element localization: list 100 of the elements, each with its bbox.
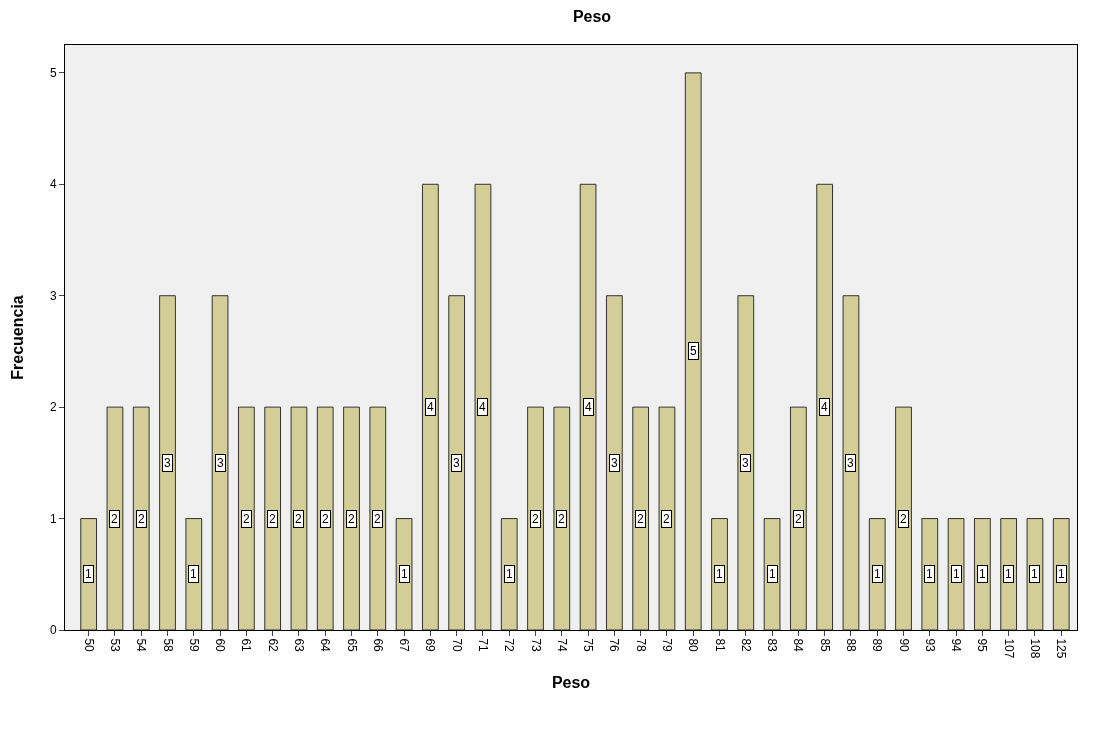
- bar: [343, 406, 360, 630]
- x-tick-label: 69: [423, 638, 438, 653]
- y-tick-label: 5: [49, 66, 57, 81]
- data-label: 2: [558, 512, 565, 526]
- data-label: 2: [295, 512, 302, 526]
- bar: [737, 295, 755, 630]
- x-tick-label: 62: [265, 638, 280, 653]
- bar: [921, 518, 939, 630]
- bar: [684, 72, 702, 630]
- bar: [474, 183, 492, 630]
- bar: [789, 406, 807, 630]
- y-tick-label: 3: [49, 288, 57, 303]
- x-tick-label: 61: [239, 638, 254, 653]
- x-tick-label: 72: [502, 638, 517, 653]
- x-tick-label: 64: [318, 638, 333, 653]
- x-tick-label: 66: [370, 638, 385, 653]
- data-label: 2: [322, 512, 329, 526]
- bar: [605, 295, 623, 630]
- data-label: 1: [1031, 567, 1038, 581]
- bar: [264, 406, 282, 630]
- data-label: 5: [690, 344, 697, 358]
- x-tick-label: 73: [528, 638, 543, 653]
- data-label: 4: [479, 400, 486, 414]
- x-tick-label: 84: [791, 638, 806, 653]
- x-tick-label: 94: [949, 638, 964, 653]
- data-label: 1: [926, 567, 933, 581]
- y-axis-title: Frecuencia: [9, 295, 26, 380]
- x-axis-title: Peso: [551, 674, 591, 691]
- data-label: 2: [532, 512, 539, 526]
- data-label: 2: [269, 512, 276, 526]
- x-tick-label: 79: [660, 638, 675, 653]
- data-label: 2: [374, 512, 381, 526]
- chart-title: Peso: [572, 8, 612, 26]
- x-tick-label: 90: [896, 638, 911, 653]
- data-label: 1: [85, 567, 92, 581]
- x-tick-label: 53: [108, 638, 123, 653]
- data-label: 2: [138, 512, 145, 526]
- bar: [711, 518, 728, 630]
- x-tick-label: 63: [292, 638, 307, 653]
- data-label: 3: [453, 456, 460, 470]
- x-tick-label: 58: [160, 638, 175, 653]
- x-tick-label: 107: [1001, 638, 1016, 659]
- data-label: 2: [900, 512, 907, 526]
- bar: [106, 406, 124, 630]
- bar: [895, 406, 912, 630]
- y-tick-label: 2: [49, 400, 57, 415]
- data-label: 1: [506, 567, 513, 581]
- data-label: 4: [821, 400, 828, 414]
- x-tick-label: 125: [1054, 638, 1069, 659]
- data-label: 4: [427, 400, 434, 414]
- bar: [973, 518, 991, 630]
- x-tick-label: 50: [81, 638, 96, 653]
- data-label: 3: [847, 456, 854, 470]
- bar: [159, 295, 176, 630]
- bar: [211, 295, 229, 630]
- bar: [500, 518, 518, 630]
- data-label: 3: [164, 456, 171, 470]
- bar: [80, 518, 98, 630]
- bar: [237, 406, 255, 630]
- x-tick-label: 95: [975, 638, 990, 653]
- bar: [448, 295, 466, 630]
- bar: [316, 406, 334, 630]
- data-label: 1: [953, 567, 960, 581]
- y-tick-label: 4: [49, 177, 57, 192]
- x-tick-label: 54: [134, 638, 149, 653]
- bar: [1000, 518, 1018, 630]
- data-label: 1: [1005, 567, 1012, 581]
- data-label: 1: [979, 567, 986, 581]
- data-label: 1: [401, 567, 408, 581]
- x-tick-label: 76: [607, 638, 622, 653]
- data-label: 3: [217, 456, 224, 470]
- x-tick-label: 75: [581, 638, 596, 653]
- data-label: 1: [769, 567, 776, 581]
- bar: [763, 518, 781, 630]
- bar: [369, 406, 387, 630]
- x-tick-label: 74: [554, 638, 569, 653]
- bar: [553, 406, 571, 630]
- bar: [842, 295, 860, 630]
- x-tick-label: 67: [397, 638, 412, 653]
- bar: [395, 518, 413, 630]
- data-label: 2: [637, 512, 644, 526]
- x-tick-label: 89: [870, 638, 885, 653]
- bar: [421, 183, 439, 630]
- x-tick-label: 85: [817, 638, 832, 653]
- data-label: 4: [585, 400, 592, 414]
- x-tick-label: 81: [712, 638, 727, 653]
- data-label: 1: [1058, 567, 1065, 581]
- data-label: 3: [611, 456, 618, 470]
- x-tick-label: 88: [844, 638, 859, 653]
- bar: [579, 183, 597, 630]
- bar: [1052, 518, 1070, 630]
- x-tick-label: 71: [476, 638, 491, 653]
- bar: [658, 406, 676, 630]
- x-tick-label: 70: [449, 638, 464, 653]
- x-tick-label: 108: [1028, 638, 1043, 659]
- bar: [132, 406, 150, 630]
- bar: [185, 518, 203, 630]
- x-tick-label: 60: [213, 638, 228, 653]
- x-tick-label: 93: [922, 638, 937, 653]
- x-tick-label: 83: [765, 638, 780, 653]
